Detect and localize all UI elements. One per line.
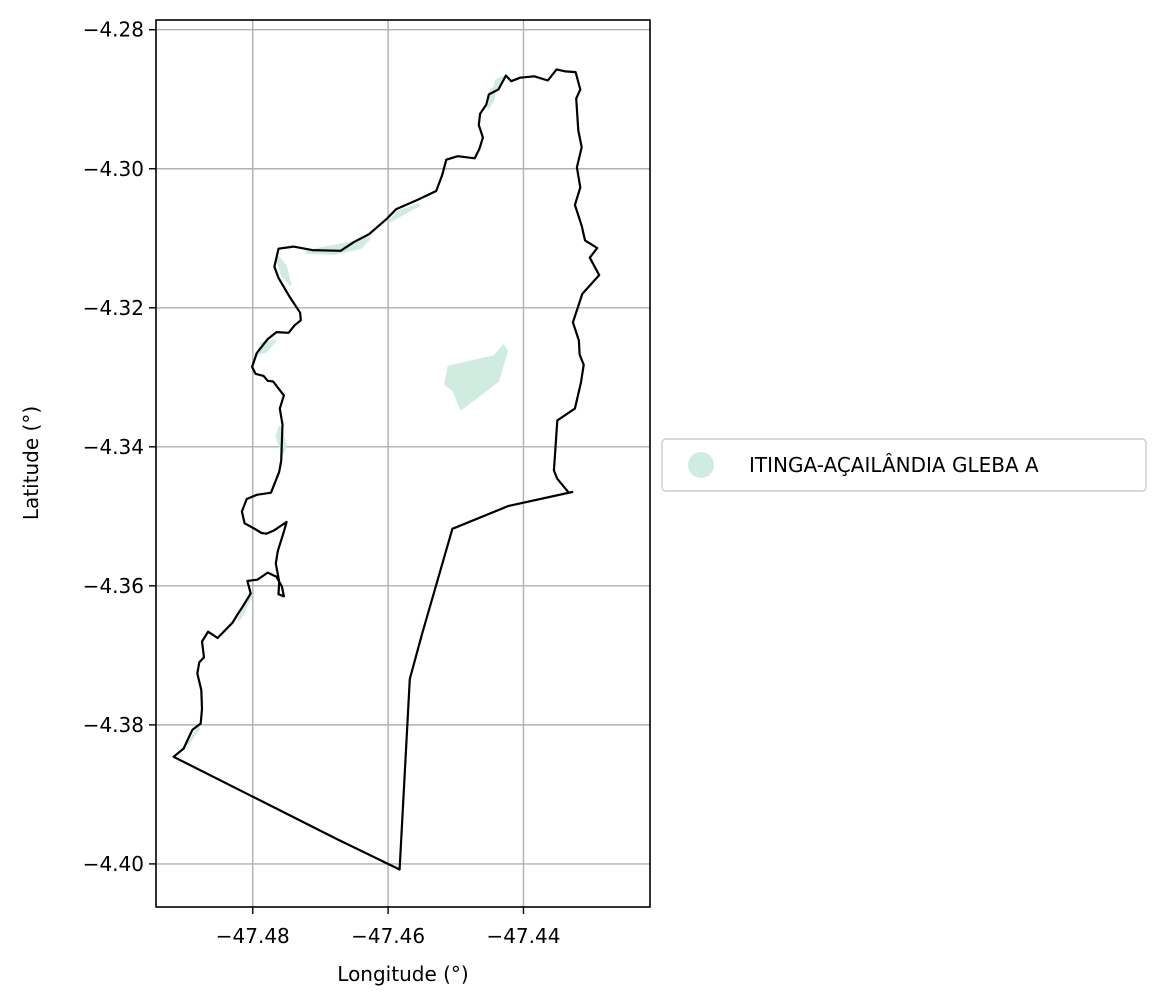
- y-tick-label: −4.40: [83, 852, 144, 876]
- x-tick-label: −47.48: [216, 924, 290, 948]
- y-tick-label: −4.34: [83, 435, 144, 459]
- land-area-polygon: [237, 593, 253, 621]
- y-tick-label: −4.28: [83, 18, 144, 42]
- land-area-polygon: [444, 344, 508, 411]
- plot-frame: [155, 19, 651, 908]
- legend-marker: [688, 452, 714, 478]
- legend-entry-label: ITINGA-AÇAILÂNDIA GLEBA A: [749, 453, 1039, 477]
- y-tick-label: −4.32: [83, 296, 144, 320]
- axis-ticks: −47.48 −47.46 −47.44 −4.28 −4.30 −4.32 −4.34 −4…: [83, 18, 561, 948]
- legend: ITINGA-AÇAILÂNDIA GLEBA A: [661, 438, 1147, 492]
- y-tick-label: −4.36: [83, 574, 144, 598]
- land-fill: [187, 75, 508, 745]
- y-axis-label: Latitude (°): [19, 406, 43, 520]
- legend-box: [661, 438, 1147, 492]
- grid: [156, 20, 650, 907]
- land-area-polygon: [388, 203, 421, 223]
- land-area-polygon: [275, 254, 292, 286]
- y-tick-label: −4.30: [83, 157, 144, 181]
- x-tick-label: −47.44: [486, 924, 560, 948]
- x-axis-label: Longitude (°): [337, 962, 468, 986]
- boundary-polygon: [172, 68, 601, 871]
- x-tick-label: −47.46: [351, 924, 425, 948]
- y-tick-label: −4.38: [83, 713, 144, 737]
- boundary-outline: [172, 68, 601, 871]
- land-area-polygon: [187, 726, 201, 745]
- land-area-polygon: [486, 75, 506, 110]
